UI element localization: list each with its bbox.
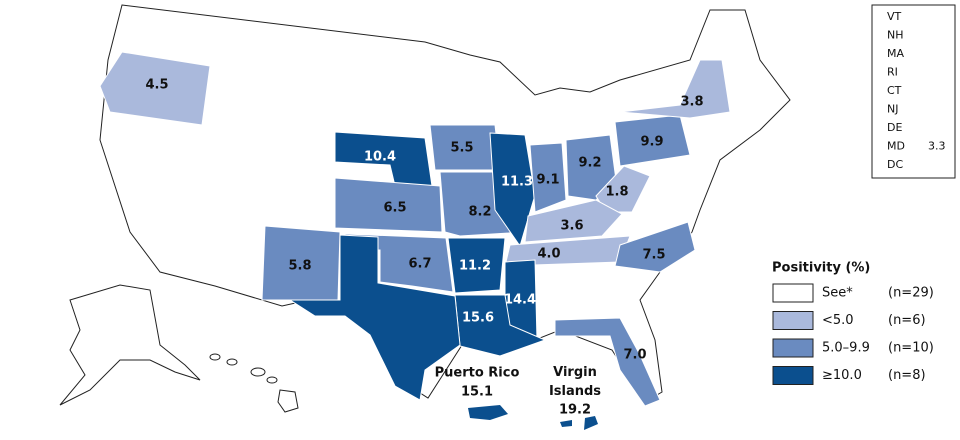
inset-state: DC: [887, 158, 903, 171]
territory-label: 19.2: [559, 403, 591, 418]
legend-swatch: [772, 338, 814, 358]
alaska: [59, 284, 201, 406]
state-label: 14.4: [504, 293, 536, 308]
territory: [560, 420, 572, 427]
state: [261, 225, 341, 301]
territory-name: Puerto Rico: [435, 366, 520, 381]
inset-state: RI: [887, 66, 898, 79]
territory: [468, 405, 508, 420]
state: [454, 294, 547, 357]
state-label: 15.6: [462, 311, 494, 326]
state-label: 4.0: [537, 247, 560, 262]
legend-label: 5.0–9.9: [822, 341, 870, 356]
state: [614, 114, 691, 167]
inset-state: NH: [887, 29, 904, 42]
state-label: 6.7: [408, 257, 431, 272]
legend-swatch: [772, 311, 814, 330]
inset-state: MA: [887, 47, 904, 60]
legend-label: See*: [822, 286, 853, 301]
state-label: 1.8: [605, 185, 628, 200]
state-label: 7.5: [642, 248, 665, 263]
state-label: 11.2: [459, 259, 491, 274]
state: [524, 199, 623, 243]
state-label: 8.2: [468, 205, 491, 220]
hawaii: [209, 353, 299, 413]
state: [288, 234, 461, 401]
state-label: 9.2: [578, 156, 601, 171]
state-label: 11.3: [317, 333, 349, 348]
state-label: 3.8: [680, 95, 703, 110]
legend-swatch: [772, 283, 814, 303]
legend-count: (n=10): [888, 341, 934, 356]
inset-state: NJ: [887, 103, 898, 116]
state: [334, 177, 443, 233]
inset-state: CT: [887, 84, 902, 97]
state: [619, 59, 731, 119]
inset-state: MD: [887, 140, 905, 153]
inset-box: [871, 4, 956, 179]
legend-count: (n=29): [888, 286, 934, 301]
territory: [584, 416, 598, 430]
inset-state: DE: [887, 121, 902, 134]
state: [99, 51, 211, 126]
legend-count: (n=8): [888, 368, 926, 383]
state: [614, 221, 696, 273]
territory-name: Virgin Islands: [549, 365, 601, 399]
legend-swatch: [772, 366, 814, 385]
state-label: 9.1: [536, 173, 559, 188]
state-label: 11.3: [501, 175, 533, 190]
inset-label: 3.3: [928, 140, 946, 153]
inset-state: VT: [887, 10, 902, 23]
state-label: 7.0: [623, 348, 646, 363]
state-label: 3.6: [560, 219, 583, 234]
state: [447, 237, 506, 294]
state-label: 9.9: [640, 135, 663, 150]
legend-title: Positivity (%): [772, 261, 870, 276]
legend-label: <5.0: [822, 313, 854, 328]
legend-label: ≥10.0: [822, 368, 862, 383]
state-label: 4.5: [145, 78, 168, 93]
state-label: 10.4: [364, 150, 396, 165]
legend-count: (n=6): [888, 313, 926, 328]
state: [554, 317, 661, 407]
state-label: 6.5: [383, 201, 406, 216]
state-label: 5.8: [288, 259, 311, 274]
state: [529, 142, 567, 213]
state-label: 5.5: [450, 141, 473, 156]
territory-label: 15.1: [461, 385, 493, 400]
